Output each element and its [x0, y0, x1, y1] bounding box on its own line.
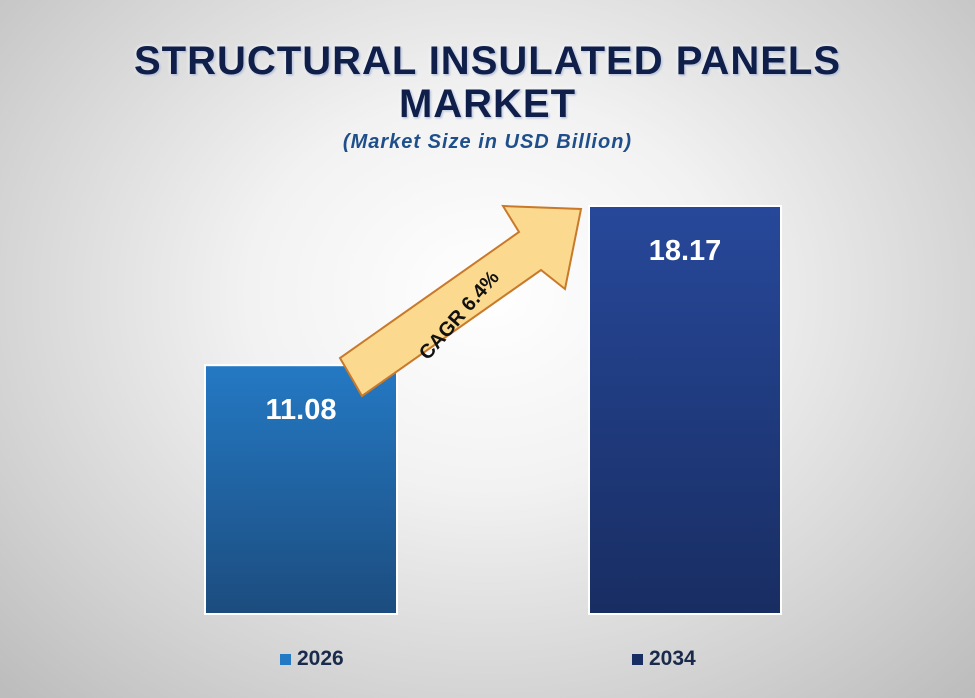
- value-labels-group: 11.08 18.17: [266, 235, 722, 426]
- legend-swatch-2026: [280, 653, 291, 665]
- bar-2034: [588, 205, 782, 615]
- legend-item-2034: 2034: [632, 647, 696, 671]
- bar-2026: [204, 364, 398, 616]
- chart-subtitle: (Market Size in USD Billion): [342, 131, 633, 153]
- cagr-arrow-icon: [338, 204, 583, 398]
- legend-item-2026: 2026: [280, 647, 344, 671]
- value-label-2026: 11.08: [266, 394, 337, 426]
- chart-title-line2: MARKET: [398, 82, 577, 126]
- cagr-arrow-group: CAGR 6.4%: [338, 204, 583, 398]
- legend-label-2034: 2034: [649, 647, 696, 670]
- legend-swatch-2034: [632, 653, 643, 665]
- bars-group: [204, 205, 782, 616]
- value-label-2034: 18.17: [649, 235, 722, 267]
- chart-title-line1: STRUCTURAL INSULATED PANELS: [134, 39, 841, 83]
- legend-label-2026: 2026: [297, 647, 344, 670]
